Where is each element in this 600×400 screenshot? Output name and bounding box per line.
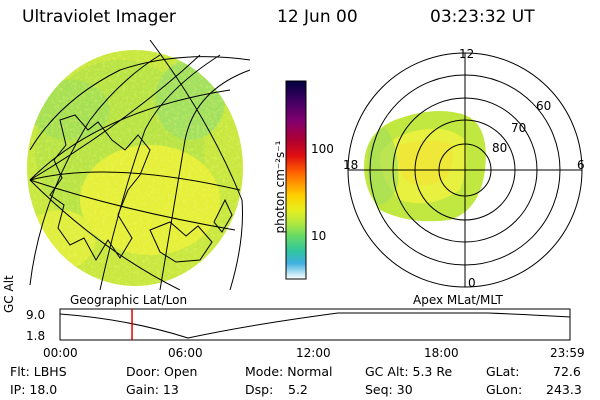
mlt-label-18: 18 [343, 158, 359, 172]
date-label: 12 Jun 00 [277, 7, 358, 27]
filter-info: Flt: LBHS [10, 364, 67, 379]
timeline-xtick-2359: 23:59 [550, 346, 585, 360]
instrument-title: Ultraviolet Imager [22, 7, 176, 27]
gc-alt-info: GC Alt: 5.3 Re [365, 364, 453, 379]
door-info: Door: Open [126, 364, 198, 379]
glat-label: GLat: [486, 364, 520, 379]
mlat-label-80: 80 [492, 141, 508, 155]
dsp-label: Dsp: [245, 382, 274, 397]
timeline-ylabel: GC Alt [2, 275, 16, 313]
timeline-xtick-1200: 12:00 [296, 346, 331, 360]
timeline-ytick-high: 9.0 [26, 308, 46, 322]
time-label: 03:23:32 UT [430, 7, 535, 27]
mlat-label-70: 70 [511, 121, 527, 135]
colorbar-tick-100: 100 [311, 142, 334, 156]
mlt-label-0: 0 [468, 276, 476, 290]
timeline-ytick-low: 1.8 [26, 329, 46, 343]
ip-info: IP: 18.0 [10, 382, 58, 397]
altitude-timeline [59, 308, 571, 341]
mode-info: Mode: Normal [245, 364, 333, 379]
colorbar-tick-10: 10 [311, 229, 327, 243]
mlt-label-12: 12 [459, 47, 475, 61]
geo-map-caption: Geographic Lat/Lon [70, 293, 188, 307]
seq-info: Seq: 30 [365, 382, 413, 397]
colorbar-label: photon cm⁻²s⁻¹ [273, 140, 287, 234]
timeline-xtick-0000: 00:00 [43, 346, 78, 360]
colorbar [285, 80, 307, 280]
dsp-value: 5.2 [288, 382, 308, 397]
timeline-xtick-1800: 18:00 [424, 346, 459, 360]
glon-label: GLon: [486, 382, 523, 397]
glon-value: 243.3 [546, 382, 582, 397]
mlt-label-6: 6 [577, 158, 585, 172]
gain-info: Gain: 13 [126, 382, 179, 397]
glat-value: 72.6 [553, 364, 581, 379]
polar-plot-caption: Apex MLat/MLT [413, 293, 503, 307]
timeline-xtick-0600: 06:00 [168, 346, 203, 360]
polar-plot [347, 52, 583, 288]
mlat-label-60: 60 [536, 99, 552, 113]
geographic-map [27, 40, 251, 290]
